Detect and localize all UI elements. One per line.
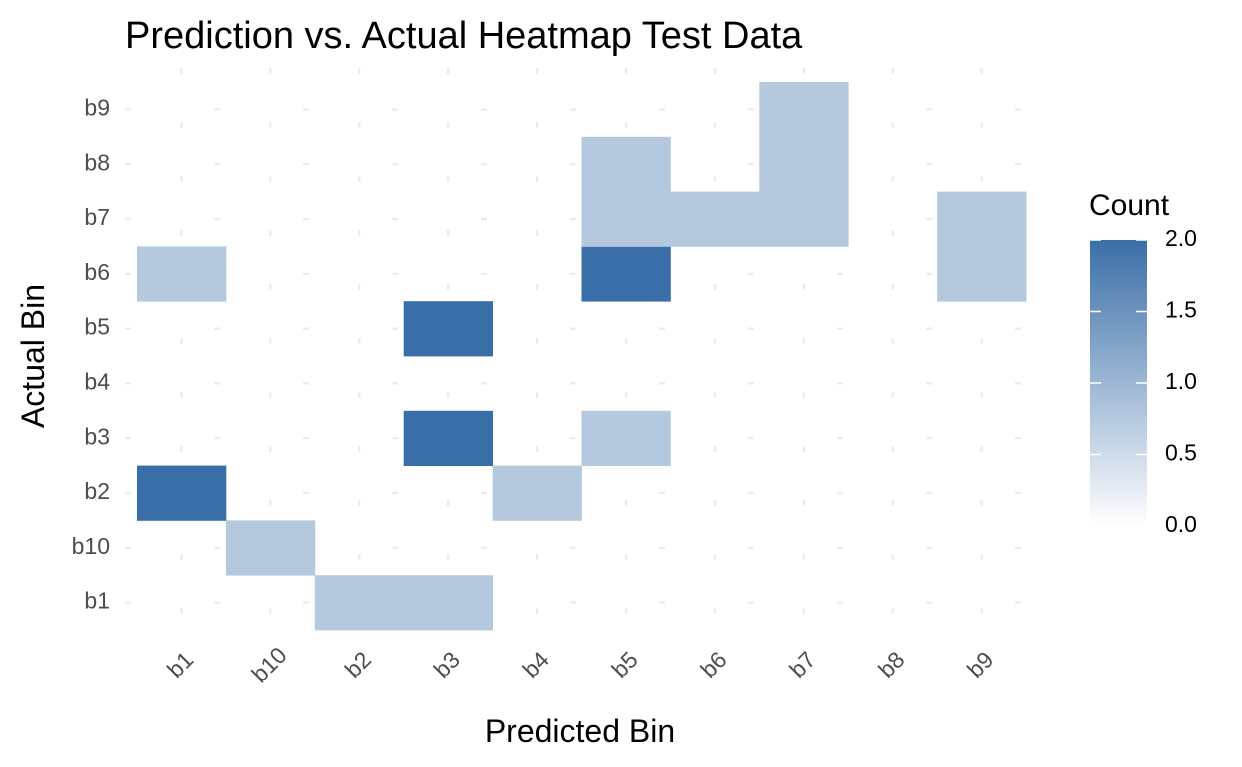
legend-title: Count <box>1089 189 1170 222</box>
x-tick-label: b3 <box>429 646 465 682</box>
heatmap-cell <box>403 301 493 357</box>
x-tick-label: b2 <box>340 646 376 682</box>
y-axis-title: Actual Bin <box>15 284 51 428</box>
legend-tick-label: 1.0 <box>1165 368 1197 394</box>
y-tick-label: b1 <box>84 588 110 614</box>
x-tick-label: b10 <box>246 642 292 688</box>
x-tick-label: b5 <box>606 646 642 682</box>
y-tick-label: b5 <box>84 314 110 340</box>
legend-tick-label: 1.5 <box>1165 297 1197 323</box>
y-tick-label: b9 <box>84 94 110 120</box>
x-tick-label: b1 <box>162 646 198 682</box>
heatmap-cell <box>581 246 671 302</box>
heatmap-cell <box>670 191 760 247</box>
y-tick-label: b10 <box>72 533 110 559</box>
heatmap-cell <box>492 465 582 521</box>
heatmap-cell <box>137 246 227 302</box>
heatmap-cell <box>403 575 493 631</box>
heatmap-cell <box>759 191 849 247</box>
heatmap-cell <box>937 191 1027 247</box>
y-tick-label: b4 <box>84 368 110 394</box>
color-legend: Count 2.0 1.5 1.0 0.5 0.0 <box>1089 189 1197 537</box>
x-axis-title: Predicted Bin <box>485 713 675 749</box>
y-tick-label: b2 <box>84 478 110 504</box>
x-tick-label: b9 <box>962 646 998 682</box>
x-tick-label: b4 <box>517 646 554 683</box>
legend-ticks: 2.0 1.5 1.0 0.5 0.0 <box>1090 225 1197 537</box>
heatmap-cell <box>225 520 316 576</box>
heatmap-cell <box>581 410 671 466</box>
heatmap-cell <box>314 575 405 631</box>
y-tick-label: b7 <box>84 204 110 230</box>
legend-tick-label: 2.0 <box>1165 225 1197 251</box>
y-tick-label: b6 <box>84 259 110 285</box>
heatmap-cell <box>137 465 227 521</box>
heatmap-cell <box>581 136 671 192</box>
heatmap-cells <box>137 82 1027 631</box>
x-tick-label: b6 <box>695 646 731 682</box>
legend-tick-label: 0.5 <box>1165 440 1197 466</box>
heatmap-cell <box>759 136 849 192</box>
y-axis-ticks: b1 b10 b2 b3 b4 b5 b6 b7 b8 b9 <box>72 94 111 613</box>
heatmap-cell <box>759 82 849 138</box>
chart-title: Prediction vs. Actual Heatmap Test Data <box>125 15 803 57</box>
heatmap-cell <box>403 410 493 466</box>
x-axis-ticks: b1 b10 b2 b3 b4 b5 b6 b7 b8 b9 <box>162 642 999 688</box>
y-tick-label: b3 <box>84 423 110 449</box>
heatmap-cell <box>581 191 671 247</box>
y-tick-label: b8 <box>84 149 110 175</box>
legend-tick-label: 0.0 <box>1165 511 1197 537</box>
x-tick-label: b7 <box>784 646 820 682</box>
x-tick-label: b8 <box>873 646 909 682</box>
heatmap-cell <box>937 246 1027 302</box>
